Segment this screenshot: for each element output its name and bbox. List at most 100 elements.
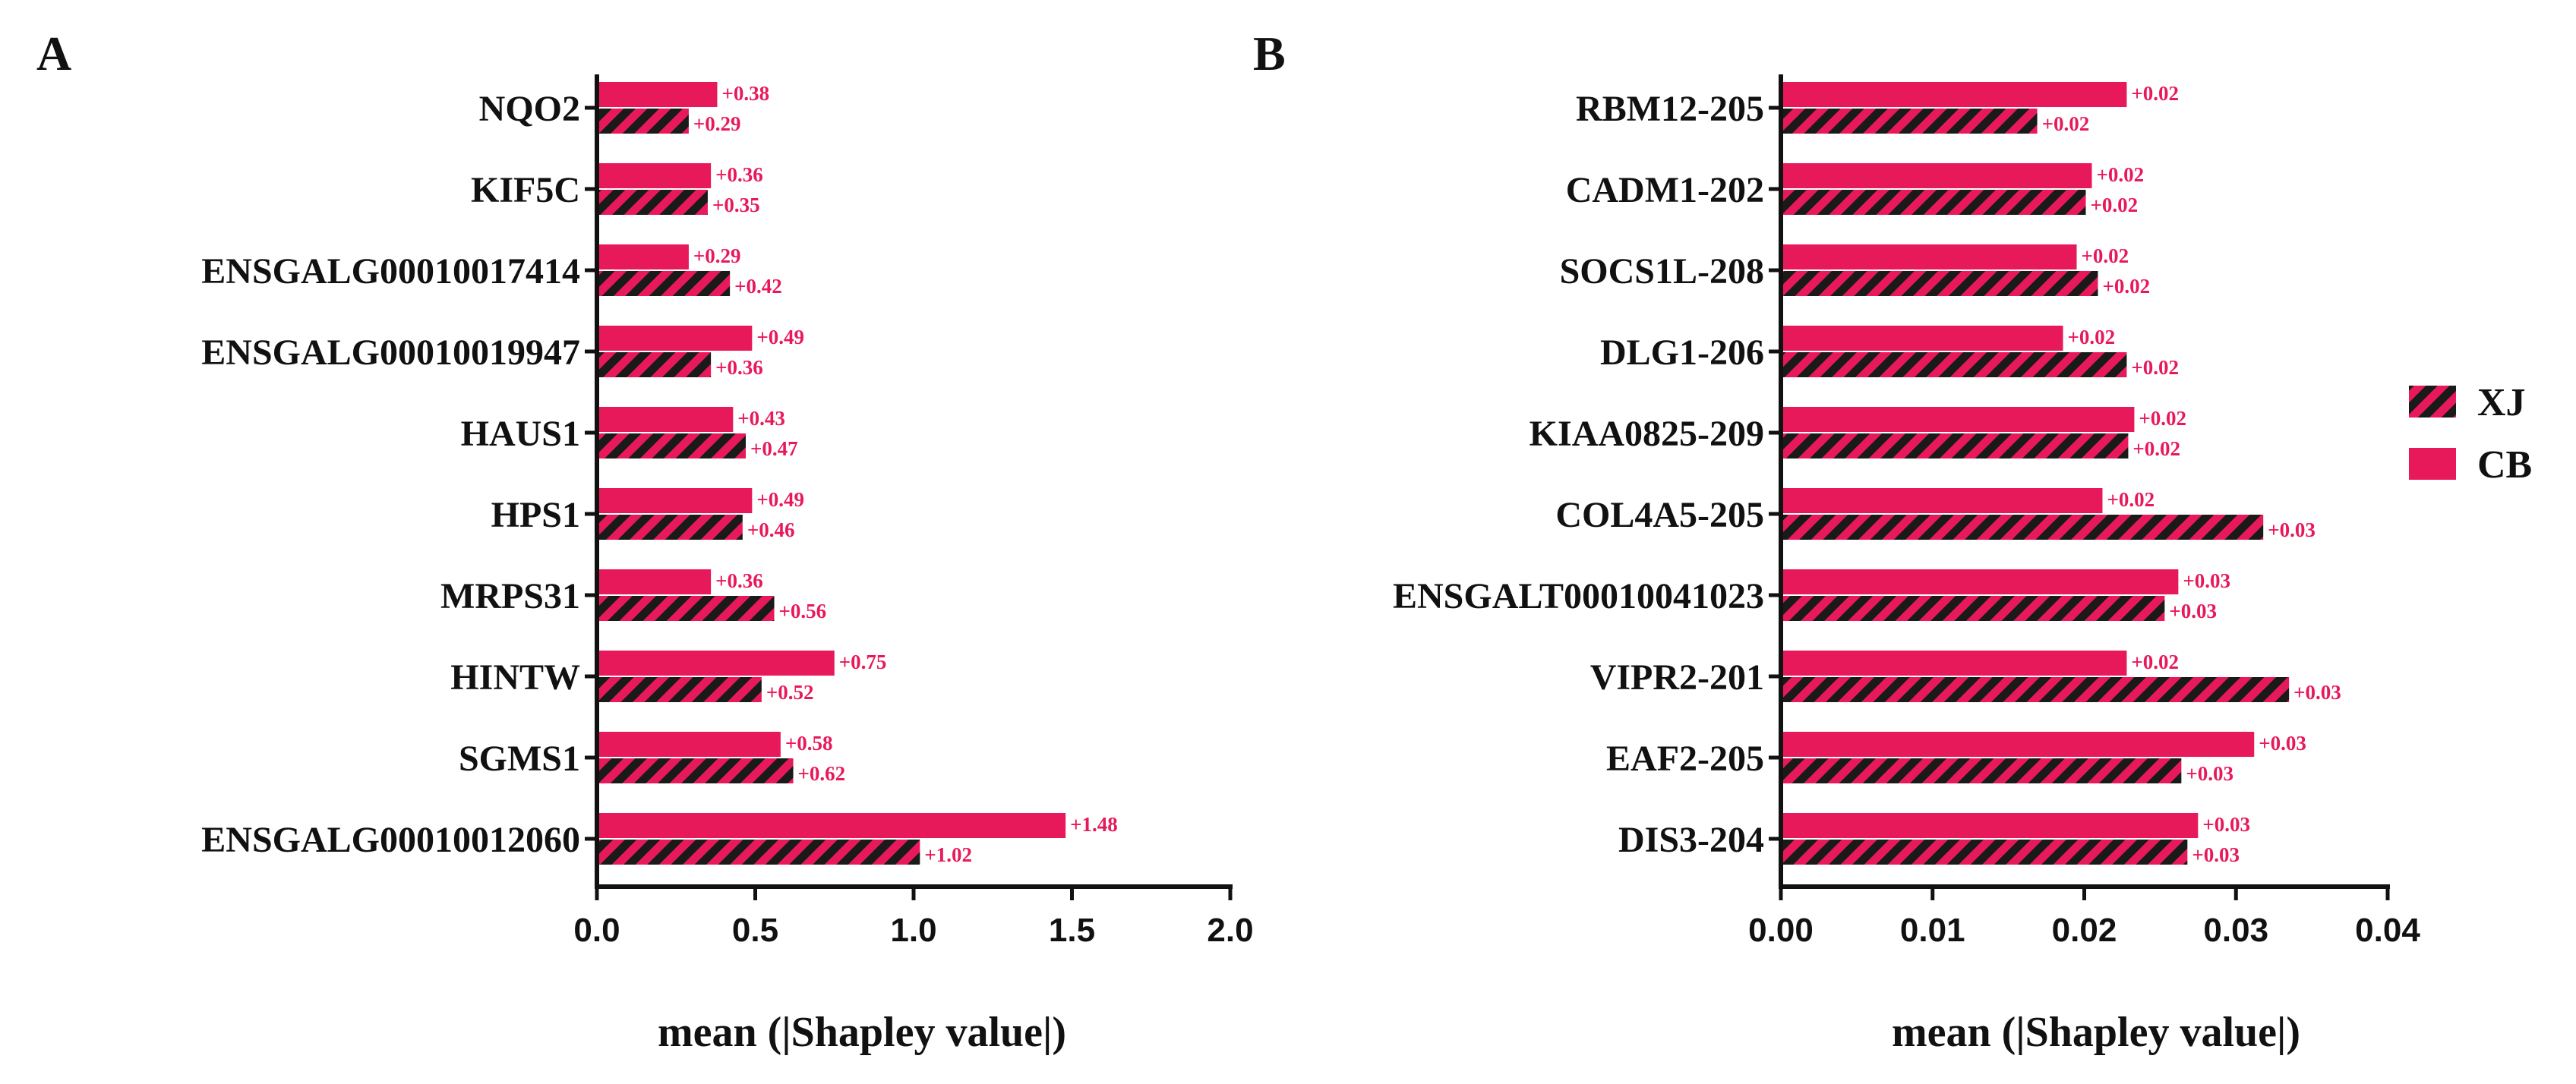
bar-a-cb-8 xyxy=(599,732,781,757)
data-label-a-cb-2: +0.29 xyxy=(693,244,741,267)
bar-a-cb-5 xyxy=(599,488,753,513)
data-label-b-cb-1: +0.02 xyxy=(2096,163,2144,186)
bar-a-cb-7 xyxy=(599,651,835,676)
data-label-a-xj-2: +0.42 xyxy=(734,275,782,298)
data-label-b-cb-7: +0.02 xyxy=(2131,651,2179,673)
data-label-a-cb-9: +1.48 xyxy=(1070,813,1118,836)
data-label-b-cb-3: +0.02 xyxy=(2068,326,2116,348)
bar-b-cb-2 xyxy=(1783,244,2077,269)
category-label-a-6: MRPS31 xyxy=(440,576,580,616)
data-label-b-xj-1: +0.02 xyxy=(2090,194,2138,216)
bar-b-xj-8 xyxy=(1783,758,2182,783)
category-label-a-5: HPS1 xyxy=(491,495,580,535)
data-label-a-xj-8: +0.62 xyxy=(798,762,846,785)
x-tick-label-a-0: 0.0 xyxy=(573,912,620,949)
data-label-b-xj-9: +0.03 xyxy=(2192,843,2240,866)
data-label-b-cb-6: +0.03 xyxy=(2183,569,2230,592)
panel-a-x-axis-title: mean (|Shapley value|) xyxy=(658,1009,1066,1056)
bar-a-cb-2 xyxy=(599,244,689,269)
bar-b-cb-6 xyxy=(1783,569,2179,594)
bar-b-cb-1 xyxy=(1783,163,2092,188)
x-tick-label-b-4: 0.04 xyxy=(2355,912,2420,949)
category-label-a-3: ENSGALG00010019947 xyxy=(201,332,580,373)
category-label-b-4: KIAA0825-209 xyxy=(1530,414,1764,454)
data-label-a-xj-9: +1.02 xyxy=(924,843,972,866)
category-label-b-7: VIPR2-201 xyxy=(1590,657,1764,698)
bar-b-xj-5 xyxy=(1783,515,2264,540)
category-label-b-2: SOCS1L-208 xyxy=(1560,251,1764,291)
bar-b-xj-7 xyxy=(1783,677,2290,702)
x-tick-label-a-3: 1.5 xyxy=(1049,912,1095,949)
category-label-b-6: ENSGALT00010041023 xyxy=(1393,576,1764,616)
bar-b-cb-4 xyxy=(1783,407,2135,432)
data-label-a-cb-6: +0.36 xyxy=(715,569,763,592)
bar-a-cb-1 xyxy=(599,163,712,188)
panel-b-label: B xyxy=(1253,27,1286,80)
category-label-b-3: DLG1-206 xyxy=(1600,332,1764,373)
data-label-b-xj-7: +0.03 xyxy=(2293,681,2341,704)
category-label-a-0: NQO2 xyxy=(479,89,580,129)
panel-b-chart: +0.02 +0.02 RBM12-205 +0.02 +0.02 CADM1-202 +0… xyxy=(1393,74,2420,949)
panel-a-chart: +0.38 +0.29 NQO2 +0.36 +0.35 KIF5C +0.29 +0.42 E… xyxy=(201,74,1254,949)
legend-label-xj: XJ xyxy=(2477,381,2526,424)
data-label-b-xj-5: +0.03 xyxy=(2268,518,2316,541)
bar-a-cb-3 xyxy=(599,326,753,351)
data-label-a-xj-1: +0.35 xyxy=(712,194,760,216)
data-label-a-xj-0: +0.29 xyxy=(693,112,741,135)
x-tick-label-b-2: 0.02 xyxy=(2052,912,2117,949)
bar-a-xj-2 xyxy=(599,271,731,296)
bar-a-xj-5 xyxy=(599,515,743,540)
panel-b-x-axis-title: mean (|Shapley value|) xyxy=(1892,1009,2300,1056)
bar-b-cb-3 xyxy=(1783,326,2063,351)
legend-label-cb: CB xyxy=(2477,443,2532,487)
bar-b-cb-7 xyxy=(1783,651,2127,676)
x-tick-label-a-4: 2.0 xyxy=(1207,912,1253,949)
category-label-b-8: EAF2-205 xyxy=(1606,739,1764,779)
bar-a-xj-0 xyxy=(599,109,689,134)
x-tick-label-a-2: 1.0 xyxy=(890,912,936,949)
bar-a-xj-4 xyxy=(599,433,746,458)
data-label-a-xj-3: +0.36 xyxy=(715,356,763,379)
category-label-a-8: SGMS1 xyxy=(459,739,580,779)
bar-b-xj-2 xyxy=(1783,271,2098,296)
bar-b-xj-0 xyxy=(1783,109,2038,134)
data-label-a-xj-5: +0.46 xyxy=(747,518,795,541)
category-label-a-9: ENSGALG00010012060 xyxy=(201,820,580,860)
bar-a-xj-3 xyxy=(599,352,712,377)
bar-b-cb-5 xyxy=(1783,488,2103,513)
data-label-a-cb-5: +0.49 xyxy=(756,488,804,511)
data-label-b-xj-3: +0.02 xyxy=(2131,356,2179,379)
data-label-a-xj-6: +0.56 xyxy=(779,600,827,622)
data-label-b-cb-9: +0.03 xyxy=(2202,813,2250,836)
data-label-a-cb-7: +0.75 xyxy=(839,651,887,673)
data-label-b-cb-0: +0.02 xyxy=(2131,82,2179,105)
bar-a-cb-0 xyxy=(599,82,718,107)
data-label-b-xj-8: +0.03 xyxy=(2186,762,2233,785)
category-label-b-9: DIS3-204 xyxy=(1618,820,1764,860)
bar-a-xj-9 xyxy=(599,840,920,865)
category-label-b-5: COL4A5-205 xyxy=(1555,495,1764,535)
bar-b-xj-6 xyxy=(1783,596,2165,621)
data-label-a-cb-0: +0.38 xyxy=(721,82,769,105)
data-label-b-xj-2: +0.02 xyxy=(2102,275,2150,298)
bar-b-cb-9 xyxy=(1783,813,2199,838)
data-label-b-cb-8: +0.03 xyxy=(2259,732,2306,755)
x-tick-label-a-1: 0.5 xyxy=(732,912,778,949)
data-label-b-cb-4: +0.02 xyxy=(2139,407,2186,430)
data-label-b-xj-4: +0.02 xyxy=(2132,437,2180,460)
legend-swatch-cb xyxy=(2409,448,2456,480)
category-label-a-4: HAUS1 xyxy=(461,414,580,454)
legend-swatch-xj xyxy=(2409,386,2456,418)
bar-b-xj-9 xyxy=(1783,840,2188,865)
bar-b-xj-3 xyxy=(1783,352,2127,377)
bar-a-cb-4 xyxy=(599,407,734,432)
bar-a-xj-7 xyxy=(599,677,762,702)
x-tick-label-b-1: 0.01 xyxy=(1900,912,1965,949)
category-label-a-7: HINTW xyxy=(450,657,580,698)
x-tick-label-b-3: 0.03 xyxy=(2203,912,2268,949)
data-label-a-cb-1: +0.36 xyxy=(715,163,763,186)
data-label-b-cb-2: +0.02 xyxy=(2082,244,2129,267)
bar-a-cb-6 xyxy=(599,569,712,594)
category-label-a-2: ENSGALG00010017414 xyxy=(201,251,580,291)
data-label-b-xj-6: +0.03 xyxy=(2169,600,2217,622)
